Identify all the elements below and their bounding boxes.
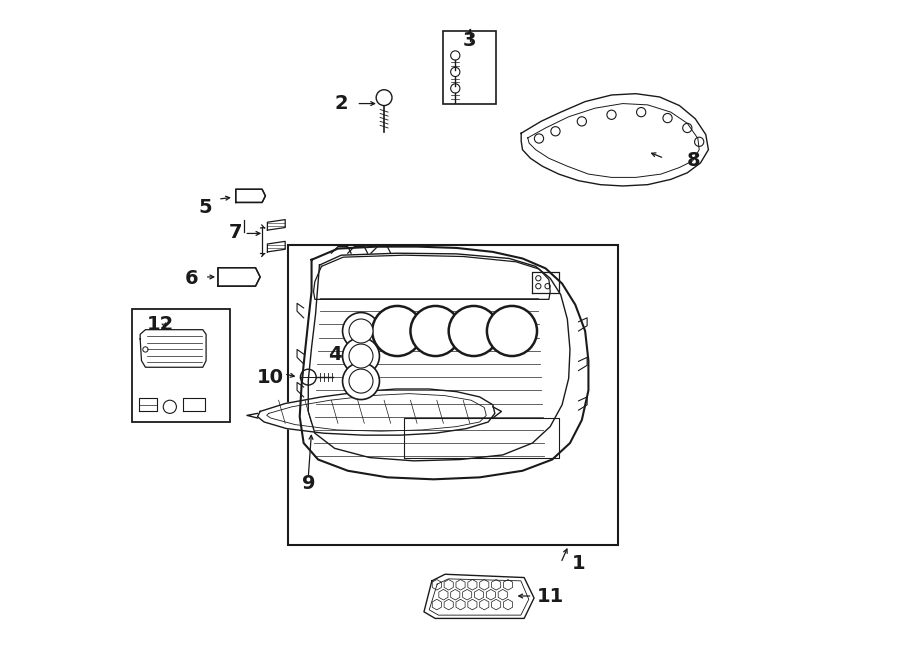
Circle shape xyxy=(343,363,380,400)
Circle shape xyxy=(663,113,672,122)
Circle shape xyxy=(373,306,422,356)
Circle shape xyxy=(410,306,461,356)
Circle shape xyxy=(343,338,380,375)
Bar xyxy=(444,31,496,103)
Polygon shape xyxy=(267,220,285,230)
Circle shape xyxy=(487,306,537,356)
Circle shape xyxy=(683,123,692,132)
Circle shape xyxy=(349,344,373,368)
Text: 5: 5 xyxy=(198,197,212,216)
Polygon shape xyxy=(218,267,260,286)
Text: 12: 12 xyxy=(147,315,174,334)
Text: 8: 8 xyxy=(687,152,701,170)
Polygon shape xyxy=(257,389,495,435)
Text: 3: 3 xyxy=(463,31,476,50)
Circle shape xyxy=(577,117,587,126)
Circle shape xyxy=(349,369,373,393)
Circle shape xyxy=(349,319,373,343)
Circle shape xyxy=(535,134,544,143)
Circle shape xyxy=(343,312,380,350)
Text: 10: 10 xyxy=(257,367,284,387)
Bar xyxy=(289,246,618,545)
Text: 6: 6 xyxy=(184,269,198,288)
Polygon shape xyxy=(140,330,206,367)
Circle shape xyxy=(449,306,499,356)
Text: 9: 9 xyxy=(302,475,315,493)
Circle shape xyxy=(636,107,646,117)
Bar xyxy=(132,308,230,422)
Text: 2: 2 xyxy=(335,94,348,113)
Polygon shape xyxy=(236,189,266,203)
Polygon shape xyxy=(424,574,534,618)
Circle shape xyxy=(551,126,560,136)
Polygon shape xyxy=(139,399,157,411)
Text: 4: 4 xyxy=(328,345,341,363)
Polygon shape xyxy=(183,399,205,411)
Polygon shape xyxy=(521,94,708,186)
Polygon shape xyxy=(267,242,285,252)
Circle shape xyxy=(607,110,616,119)
Circle shape xyxy=(301,369,316,385)
Text: 1: 1 xyxy=(572,553,585,573)
Circle shape xyxy=(695,137,704,146)
Text: 7: 7 xyxy=(229,222,242,242)
Text: 11: 11 xyxy=(536,587,563,606)
